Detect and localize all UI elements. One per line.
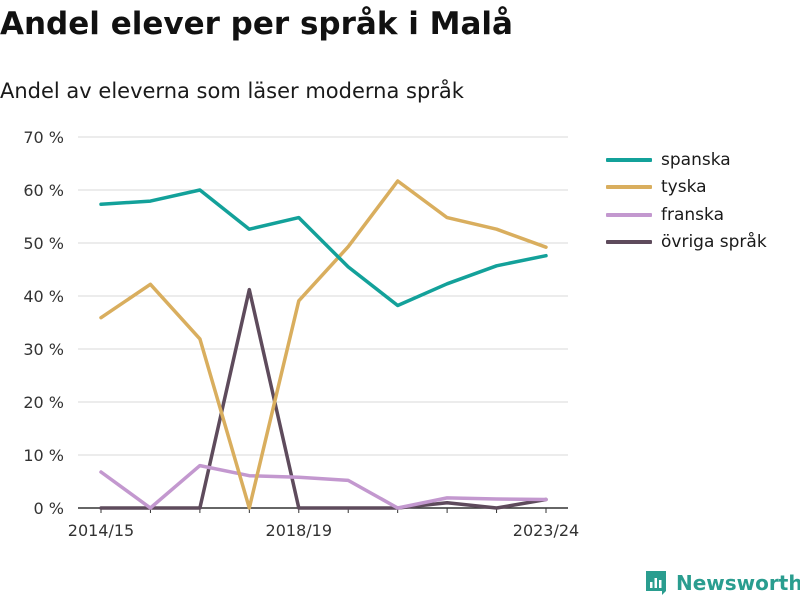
legend-swatch	[606, 240, 652, 245]
y-tick-label: 60 %	[23, 181, 64, 200]
legend-item: spanska	[606, 146, 767, 174]
legend-item: tyska	[606, 174, 767, 202]
legend-swatch	[606, 185, 652, 190]
chart-subtitle: Andel av eleverna som läser moderna språ…	[0, 79, 464, 103]
newsworthy-logo-icon	[646, 571, 666, 595]
series-line-spanska	[99, 188, 548, 308]
legend-label: övriga språk	[661, 232, 767, 253]
y-tick-label: 50 %	[23, 234, 64, 253]
brand-logo: Newsworthy	[644, 569, 800, 597]
legend: spanska tyska franska övriga språk	[606, 146, 767, 256]
y-tick-label: 20 %	[23, 393, 64, 412]
gridlines	[78, 136, 568, 456]
legend-item: franska	[606, 201, 767, 229]
legend-label: tyska	[661, 177, 707, 198]
y-tick-label: 0 %	[34, 499, 64, 518]
x-tick-label: 2014/15	[68, 521, 134, 540]
series-line-franska	[99, 463, 548, 510]
y-tick-label: 70 %	[23, 128, 64, 147]
series-line-övriga-språk	[99, 287, 548, 510]
x-tick-label: 2018/19	[266, 521, 332, 540]
legend-label: franska	[661, 204, 724, 225]
line-chart: 0 % 10 % 20 % 30 % 40 % 50 % 60 % 70 % 2014/15 20…	[23, 128, 579, 540]
legend-swatch	[606, 157, 652, 162]
legend-swatch	[606, 212, 652, 217]
brand-name: Newsworthy	[676, 571, 800, 595]
x-tick-label: 2023/24	[513, 521, 579, 540]
chart-title: Andel elever per språk i Malå	[0, 6, 513, 42]
axes: 0 % 10 % 20 % 30 % 40 % 50 % 60 % 70 % 2014/15 20…	[23, 128, 579, 540]
y-tick-label: 30 %	[23, 340, 64, 359]
y-tick-label: 10 %	[23, 446, 64, 465]
y-tick-label: 40 %	[23, 287, 64, 306]
legend-label: spanska	[661, 149, 731, 170]
series-lines	[99, 179, 548, 510]
series-line-tyska	[99, 179, 548, 510]
legend-item: övriga språk	[606, 229, 767, 257]
